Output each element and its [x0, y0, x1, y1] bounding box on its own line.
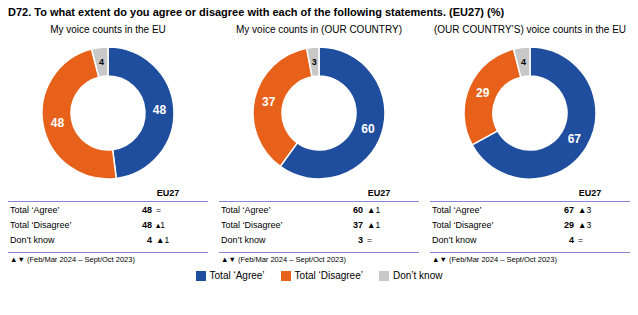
- html-text:4: 4: [569, 235, 574, 245]
- html-text:48: 48: [142, 220, 152, 230]
- html-text:48: 48: [142, 205, 152, 215]
- html-text:▲▼ (Feb/Mar 2024 – Sept/Oct 20: ▲▼ (Feb/Mar 2024 – Sept/Oct 2023): [432, 255, 557, 264]
- svg-text:3: 3: [312, 57, 317, 67]
- html-text:My voice counts in the EU: My voice counts in the EU: [50, 24, 166, 35]
- html-text:EU27: EU27: [156, 188, 180, 198]
- html-text:EU27: EU27: [367, 188, 391, 198]
- html-text:Don’t know: Don’t know: [432, 235, 477, 245]
- html-text:▲1: ▲1: [367, 205, 381, 215]
- html-text:▲3: ▲3: [578, 220, 592, 230]
- html-text:▲▼ (Feb/Mar 2024 – Sept/Oct 20: ▲▼ (Feb/Mar 2024 – Sept/Oct 2023): [10, 255, 135, 264]
- html-text:EU27: EU27: [578, 188, 602, 198]
- html-text:Total ‘Agree’: Total ‘Agree’: [221, 205, 271, 215]
- svg-text:60: 60: [361, 122, 375, 136]
- html-text:Total ‘Disagree’: Total ‘Disagree’: [294, 270, 363, 281]
- html-text:▲3: ▲3: [578, 205, 592, 215]
- html-text:4: 4: [147, 235, 152, 245]
- html-text:Total ‘Agree’: Total ‘Agree’: [10, 205, 60, 215]
- svg-text:48: 48: [51, 116, 65, 130]
- html-text:Total ‘Disagree’: Total ‘Disagree’: [432, 220, 494, 230]
- html-text:Don’t know: Don’t know: [221, 235, 266, 245]
- html-text:29: 29: [564, 220, 574, 230]
- html-text:(OUR COUNTRY’S) voice counts i: (OUR COUNTRY’S) voice counts in the EU: [434, 24, 626, 35]
- html-text:▲▼ (Feb/Mar 2024 – Sept/Oct 20: ▲▼ (Feb/Mar 2024 – Sept/Oct 2023): [221, 255, 346, 264]
- html-text:60: 60: [353, 205, 363, 215]
- html-text:37: 37: [353, 220, 363, 230]
- html-text:D72. To what extent do you agr: D72. To what extent do you agree or disa…: [8, 6, 505, 18]
- html-text:Don’t know: Don’t know: [10, 235, 55, 245]
- html-text:My voice counts in (OUR COUNTR: My voice counts in (OUR COUNTRY): [236, 24, 402, 35]
- html-text:▲1: ▲1: [367, 220, 381, 230]
- svg-text:37: 37: [262, 95, 276, 109]
- html-text:Total ‘Agree’: Total ‘Agree’: [432, 205, 482, 215]
- html-text:67: 67: [564, 205, 574, 215]
- html-text:▲1: ▲1: [156, 235, 170, 245]
- html-text:Don’t know: Don’t know: [393, 270, 443, 281]
- svg-text:48: 48: [153, 103, 167, 117]
- svg-text:4: 4: [99, 57, 104, 67]
- svg-text:29: 29: [476, 86, 490, 100]
- html-text:Total ‘Agree’: Total ‘Agree’: [209, 270, 265, 281]
- svg-text:4: 4: [521, 57, 526, 67]
- html-text:Total ‘Disagree’: Total ‘Disagree’: [10, 220, 72, 230]
- svg-text:67: 67: [568, 132, 582, 146]
- html-text:Total ‘Disagree’: Total ‘Disagree’: [221, 220, 283, 230]
- html-text:▴1: ▴1: [156, 220, 165, 230]
- html-text:3: 3: [358, 235, 363, 245]
